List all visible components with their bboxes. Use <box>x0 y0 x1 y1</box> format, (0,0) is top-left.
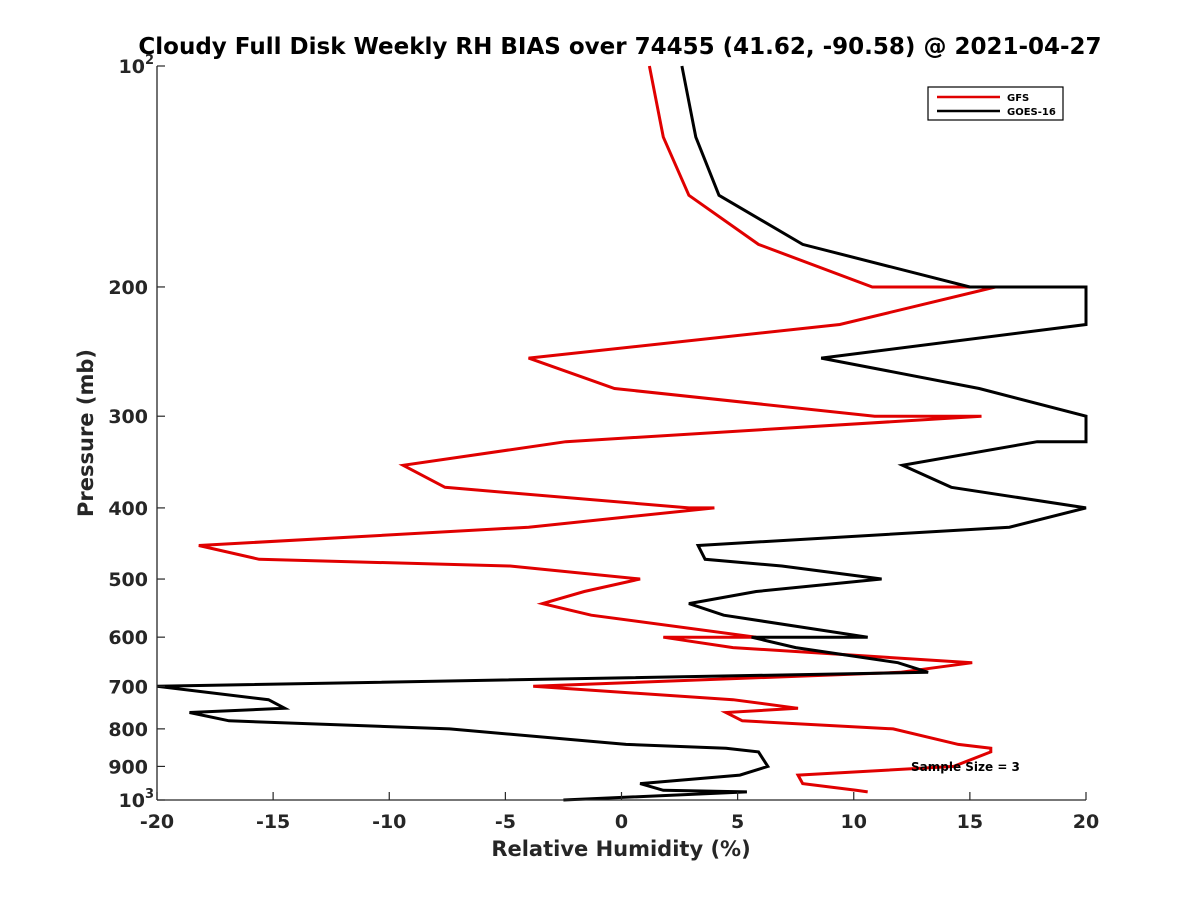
y-tick-label: 300 <box>108 406 148 428</box>
y-tick-label: 400 <box>108 498 148 520</box>
y-tick-label: 102 <box>119 53 155 78</box>
y-tick-label: 200 <box>108 277 148 299</box>
x-tick-label: 0 <box>615 811 628 833</box>
x-axis-label: Relative Humidity (%) <box>491 837 750 861</box>
y-tick-label: 500 <box>108 569 148 591</box>
legend-label-goes16: GOES-16 <box>1007 107 1056 118</box>
plot-area <box>157 66 1086 800</box>
y-tick-label: 800 <box>108 719 148 741</box>
legend-label-gfs: GFS <box>1007 93 1029 104</box>
sample-size-annotation: Sample Size = 3 <box>911 760 1020 774</box>
legend: GFS GOES-16 <box>927 86 1064 121</box>
y-tick-label: 600 <box>108 627 148 649</box>
x-tick-label: 20 <box>1073 811 1099 833</box>
x-tick-label: 10 <box>841 811 867 833</box>
y-tick-label: 700 <box>108 676 148 698</box>
series-layer <box>156 65 1088 802</box>
x-tick-label: -5 <box>495 811 516 833</box>
legend-box <box>927 86 1064 121</box>
y-tick-label: 900 <box>108 756 148 778</box>
x-tick-label: -20 <box>140 811 174 833</box>
y-axis-label: Pressure (mb) <box>74 349 98 517</box>
x-tick-label: -15 <box>256 811 290 833</box>
x-tick-label: 5 <box>731 811 744 833</box>
x-tick-label: 15 <box>957 811 983 833</box>
x-tick-label: -10 <box>372 811 406 833</box>
series-line-gfs <box>198 65 996 794</box>
series-line-goes16 <box>156 65 1088 802</box>
chart-title: Cloudy Full Disk Weekly RH BIAS over 744… <box>138 34 1101 60</box>
y-axis-ticks: 102 200 300 400 500 600 700 800 900 103 <box>108 53 165 812</box>
x-axis-ticks: -20 -15 -10 -5 0 5 10 15 20 <box>140 792 1099 833</box>
y-tick-label: 103 <box>119 787 155 812</box>
